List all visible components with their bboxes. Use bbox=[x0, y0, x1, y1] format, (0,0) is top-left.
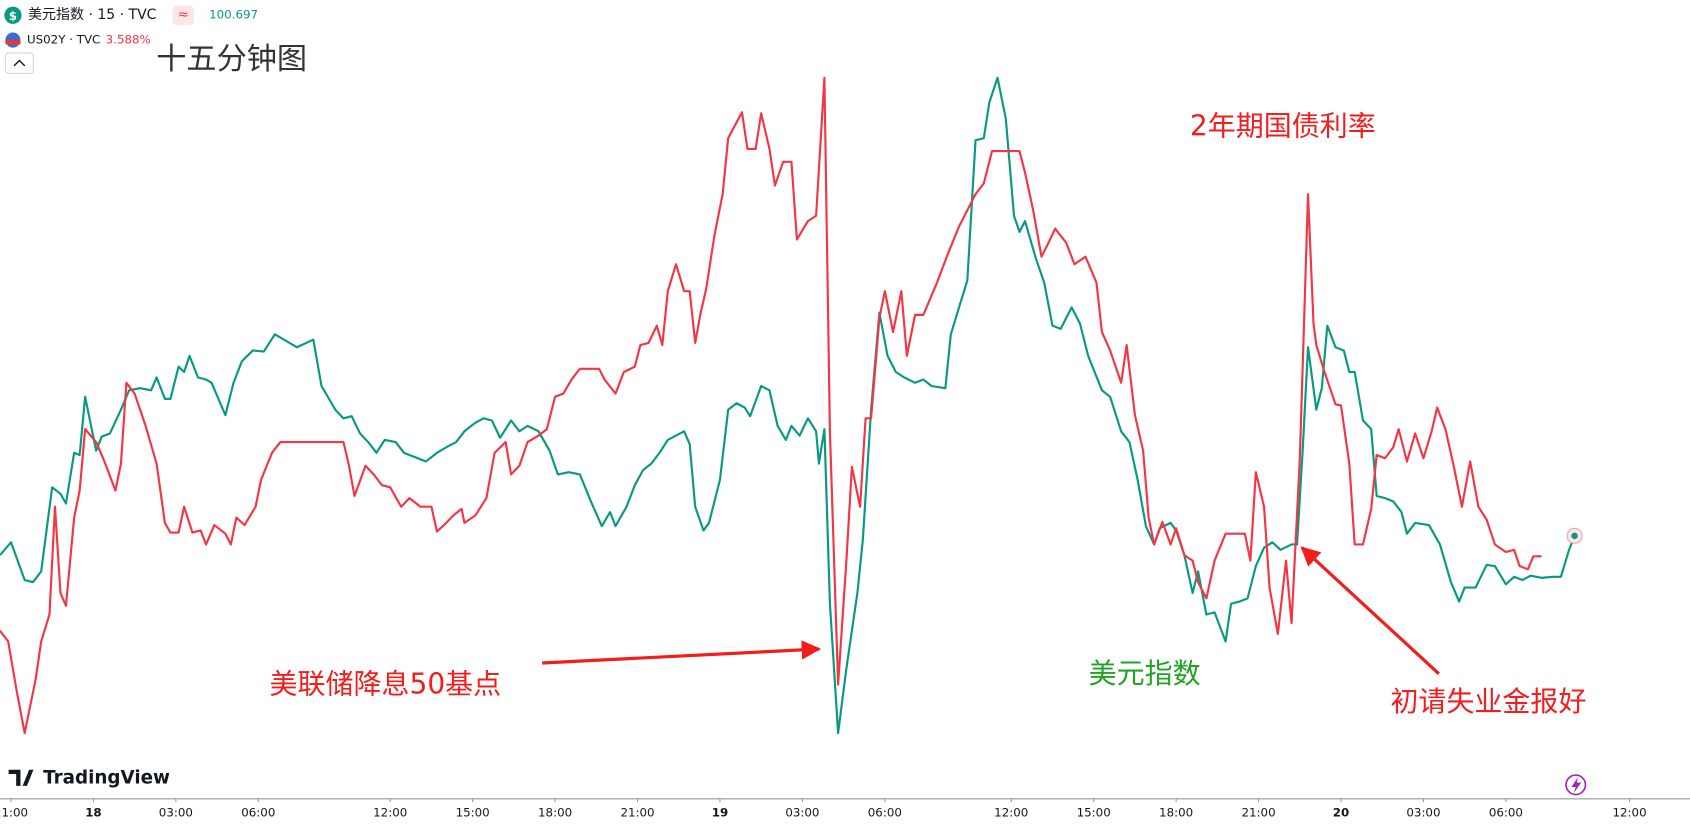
x-tick-label: 15:00 bbox=[1077, 805, 1111, 819]
annotation: 美联储降息50基点 bbox=[269, 668, 501, 701]
series-line bbox=[0, 76, 1576, 735]
brand-name: TradingView bbox=[43, 767, 170, 788]
x-tick-label: 21:00 bbox=[620, 805, 654, 819]
x-tick-label: 20 bbox=[1333, 805, 1349, 819]
chart-title: 十五分钟图 bbox=[156, 42, 307, 77]
x-tick-label: 06:00 bbox=[241, 805, 275, 819]
x-tick-label: 18 bbox=[85, 805, 101, 819]
annotation-arrow bbox=[542, 640, 822, 665]
legend-name[interactable]: US02Y · TVC bbox=[27, 33, 100, 47]
x-tick-label: 03:00 bbox=[785, 805, 819, 819]
legend-value: 3.588% bbox=[106, 33, 151, 47]
status-badge-glyph: ≈ bbox=[178, 8, 189, 23]
brand-logo bbox=[8, 769, 34, 786]
x-tick-label: 18:00 bbox=[1159, 805, 1193, 819]
x-tick-label: 21:00 bbox=[1241, 805, 1275, 819]
x-tick-label: 06:00 bbox=[868, 805, 902, 819]
x-tick-label: 12:00 bbox=[1612, 805, 1646, 819]
alert-glyph bbox=[1571, 777, 1582, 794]
flag-stripe bbox=[5, 40, 21, 45]
x-tick-label: 18:00 bbox=[538, 805, 572, 819]
annotation: 初请失业金报好 bbox=[1390, 685, 1586, 718]
plot-area bbox=[0, 76, 1583, 735]
collapse-chevron bbox=[13, 59, 26, 67]
annotation: 2年期国债利率 bbox=[1190, 109, 1376, 142]
last-point bbox=[1571, 532, 1578, 540]
series-line bbox=[0, 76, 1542, 735]
flag-icon bbox=[5, 32, 21, 48]
x-tick-label: 12:00 bbox=[994, 805, 1028, 819]
annotation: 美元指数 bbox=[1089, 657, 1201, 690]
status-badge[interactable] bbox=[172, 5, 195, 25]
legend-value: 100.697 bbox=[209, 8, 258, 22]
x-tick-label: 06:00 bbox=[1489, 805, 1523, 819]
annotation-arrow bbox=[1300, 546, 1440, 675]
x-tick-label: 21:00 bbox=[0, 805, 28, 819]
collapse-button[interactable] bbox=[4, 52, 34, 74]
x-tick-label: 03:00 bbox=[159, 805, 193, 819]
x-axis: 21:00 18 03:00 06:00 12:00 15:00 18:00 21:00 19 0… bbox=[0, 798, 1647, 819]
x-tick-label: 12:00 bbox=[373, 805, 407, 819]
x-tick-label: 15:00 bbox=[456, 805, 490, 819]
symbol-icon bbox=[4, 6, 22, 24]
symbol-icon-glyph: $ bbox=[9, 9, 17, 23]
legend-name[interactable]: 美元指数 · 15 · TVC bbox=[28, 7, 157, 23]
x-tick-label: 19 bbox=[712, 805, 728, 819]
x-tick-label: 03:00 bbox=[1406, 805, 1440, 819]
